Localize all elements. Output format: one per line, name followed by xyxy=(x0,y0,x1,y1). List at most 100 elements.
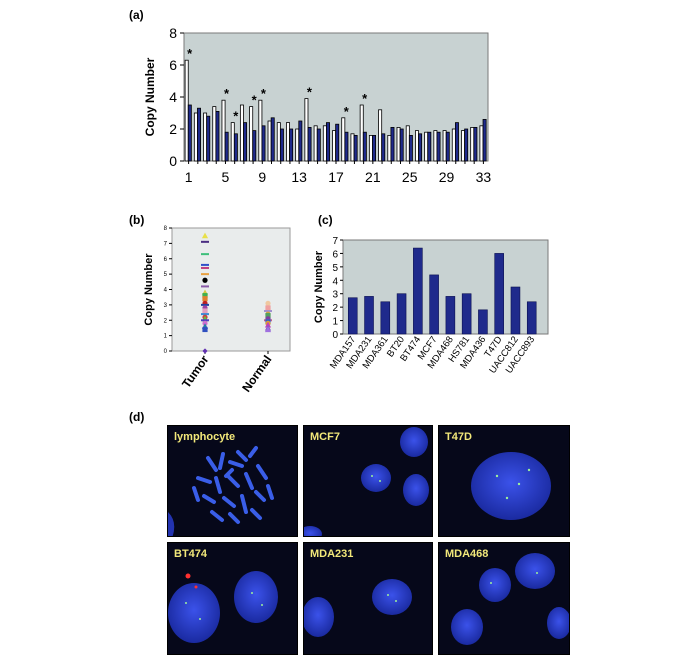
chart-a-bar-paired xyxy=(279,128,284,162)
chart-a-significance-asterisk: * xyxy=(307,85,313,100)
chart-a-bar-paired xyxy=(270,117,275,162)
chart-a-bar-tumor xyxy=(332,130,337,162)
chart-a-bar-paired xyxy=(233,133,238,162)
chart-b-ytick-label: 8 xyxy=(164,226,168,232)
chart-c-bar xyxy=(364,296,374,335)
mda231-nuclei xyxy=(304,579,412,637)
chart-a-bar-tumor xyxy=(350,133,355,162)
chart-a-bar-tumor xyxy=(442,130,447,162)
chart-a-bar-paired xyxy=(335,123,340,162)
chart-a-bar-paired xyxy=(252,130,257,162)
chart-a-bar-tumor xyxy=(286,122,290,162)
chart-a-xtick-label: 21 xyxy=(365,169,381,185)
chart-a-xtick-label: 29 xyxy=(439,169,455,185)
chart-c-bar xyxy=(478,309,488,335)
chart-a-bar-paired xyxy=(408,134,413,162)
chart-b-ytick-label: 7 xyxy=(164,241,168,247)
chart-c-bar xyxy=(396,293,407,335)
chart-b-ytick-label: 1 xyxy=(164,334,168,340)
chart-a-ytick-label: 8 xyxy=(169,25,177,41)
chart-b-ytick-label: 5 xyxy=(164,272,168,278)
chart-c-bar xyxy=(445,296,456,335)
chart-a-bar-paired xyxy=(454,122,459,162)
chart-a-bar-paired xyxy=(289,128,294,162)
chart-a-bar-tumor xyxy=(387,134,392,162)
chart-a-bar-paired xyxy=(362,131,367,162)
chart-b-point xyxy=(265,300,271,306)
chart-a-bar-tumor xyxy=(221,99,226,162)
chart-a-bar-tumor xyxy=(341,117,346,162)
chart-a-bar-tumor xyxy=(433,130,438,162)
chart-a-xtick-label: 1 xyxy=(185,169,193,185)
chart-b-point xyxy=(264,326,272,333)
chart-a-bar-tumor xyxy=(359,104,364,162)
chart-a-bar-paired xyxy=(261,125,266,162)
chart-c-bar xyxy=(461,293,472,335)
t47d-nucleus xyxy=(471,452,551,520)
chart-b-point xyxy=(201,253,209,256)
chart-a-bar-tumor xyxy=(322,125,327,162)
micrograph-lymphocyte: lymphocyte xyxy=(167,425,298,537)
chart-a-bar-paired xyxy=(464,128,469,162)
panel-label-c: (c) xyxy=(318,213,333,227)
chart-c-ytick-label: 3 xyxy=(332,290,338,301)
chart-b-point xyxy=(201,273,209,276)
chart-b-ytick-label: 6 xyxy=(164,257,168,263)
chart-a-bar-tumor xyxy=(193,112,198,162)
chart-b-ytick-label: 4 xyxy=(164,288,168,294)
chart-b-point xyxy=(201,266,209,269)
chart-a-ytick-label: 4 xyxy=(169,89,177,105)
micrograph-mcf7: MCF7 xyxy=(303,425,433,537)
chart-a-bar-paired xyxy=(187,104,192,162)
chart-a-xtick-label: 17 xyxy=(328,169,344,185)
chart-a-bar-paired xyxy=(298,120,303,162)
chart-a-bar-paired xyxy=(344,131,349,162)
micrograph-label-bt474: BT474 xyxy=(174,548,208,560)
chart-b-point xyxy=(202,326,208,333)
micrograph-label-mda468: MDA468 xyxy=(445,548,489,560)
chart-a-bar-paired xyxy=(445,131,450,162)
chart-a-ylabel: Copy Number xyxy=(143,57,157,136)
chart-a-significance-asterisk: * xyxy=(187,46,193,61)
chart-a-bar-paired xyxy=(224,131,229,162)
chart-a-bar-paired xyxy=(206,115,211,162)
chart-c-bar xyxy=(413,247,423,335)
chart-a-xtick-label: 33 xyxy=(476,169,492,185)
chart-a-significance-asterisk: * xyxy=(261,86,267,101)
chart-a-bar-paired xyxy=(372,134,377,162)
chart-a-bar-tumor xyxy=(461,130,466,162)
micrograph-label-mda231: MDA231 xyxy=(310,548,354,560)
chart-c-bar xyxy=(494,253,504,335)
chart-b-point xyxy=(201,303,209,306)
chart-a-bar-tumor xyxy=(396,127,401,162)
chart-a-bar-tumor xyxy=(415,130,419,162)
chart-a-bar-paired xyxy=(482,119,487,162)
bt474-nuclei xyxy=(168,571,278,643)
chart-a-bar-tumor xyxy=(203,112,208,162)
chart-c-bar xyxy=(510,286,521,335)
micrograph-label-mcf7: MCF7 xyxy=(310,431,340,443)
panel-label-d: (d) xyxy=(129,410,145,424)
mda468-nuclei xyxy=(451,553,569,645)
micrograph-t47d: T47D xyxy=(438,425,570,537)
micrograph-mda468: MDA468 xyxy=(438,542,570,655)
chart-b-point xyxy=(264,310,272,313)
chart-a-bar-tumor xyxy=(230,122,235,162)
chart-a-xtick-label: 9 xyxy=(258,169,266,185)
chart-a-bar-tumor xyxy=(470,127,475,162)
chart-a-bar-tumor xyxy=(258,99,263,162)
chart-b-ytick-label: 3 xyxy=(164,303,168,309)
chart-a-bar-paired xyxy=(316,128,321,162)
mcf7-nuclei xyxy=(304,427,429,536)
chart-a-bar-tumor xyxy=(304,98,309,162)
chart-a-bar-paired xyxy=(307,127,312,162)
micrograph-grid: lymphocyte MCF7 T47D xyxy=(167,425,570,655)
chart-a-bar-paired xyxy=(418,133,423,162)
chart-b-point xyxy=(202,348,208,354)
chart-b-ytick-label: 2 xyxy=(164,318,168,324)
chart-b-point xyxy=(201,285,209,288)
chart-a-bar-paired xyxy=(197,107,201,162)
chart-c-bar xyxy=(429,274,439,335)
